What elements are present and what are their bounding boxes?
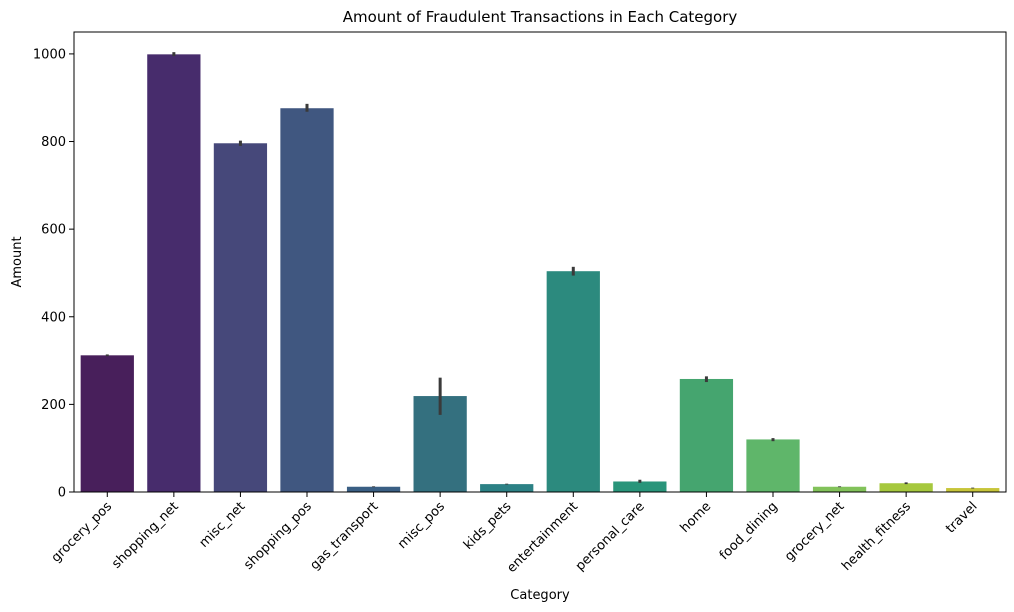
x-tick-label: food_dining: [717, 499, 781, 563]
y-tick-label: 400: [41, 310, 66, 325]
x-tick-label: misc_pos: [395, 499, 448, 552]
x-tick-label: entertainment: [504, 499, 581, 576]
x-tick-label: shopping_pos: [241, 499, 315, 573]
x-tick-label: travel: [943, 499, 980, 536]
x-axis-label: Category: [510, 588, 570, 603]
y-tick-label: 600: [41, 223, 66, 238]
bar-health-fitness: [879, 483, 933, 492]
bar-travel: [946, 488, 1000, 492]
error-bars-group: [105, 52, 975, 489]
y-tick-label: 1000: [33, 47, 66, 62]
bar-home: [679, 378, 734, 492]
x-tick-label: kids_pets: [461, 499, 515, 553]
bar-grocery-net: [812, 486, 867, 492]
x-tick-label: personal_care: [573, 499, 648, 574]
x-tick-label: grocery_net: [782, 499, 847, 564]
bar-misc-net: [213, 143, 268, 492]
x-tick-label: shopping_net: [109, 499, 181, 571]
chart-title: Amount of Fraudulent Transactions in Eac…: [343, 8, 738, 26]
x-tick-label: misc_net: [197, 499, 249, 551]
bar-personal-care: [613, 481, 667, 492]
y-axis: 0 200 400 600 800 1000: [33, 47, 74, 501]
bars-group: [80, 54, 1000, 492]
bar-gas-transport: [346, 486, 401, 492]
y-axis-label: Amount: [10, 236, 25, 287]
plot-frame: [73, 31, 1007, 493]
x-tick-label: grocery_pos: [49, 499, 116, 566]
x-tick-label: health_fitness: [839, 499, 914, 574]
bar-entertainment: [546, 271, 600, 492]
y-tick-label: 200: [41, 398, 66, 413]
x-tick-label: gas_transport: [307, 499, 381, 573]
bar-grocery-pos: [80, 355, 134, 492]
bar-shopping-net: [147, 54, 201, 492]
x-tick-label: home: [678, 499, 715, 536]
bar-kids-pets: [480, 484, 534, 492]
y-tick-label: 0: [58, 486, 66, 501]
bar-shopping-pos: [280, 108, 334, 492]
bar-food-dining: [746, 439, 800, 492]
y-tick-label: 800: [41, 135, 66, 150]
